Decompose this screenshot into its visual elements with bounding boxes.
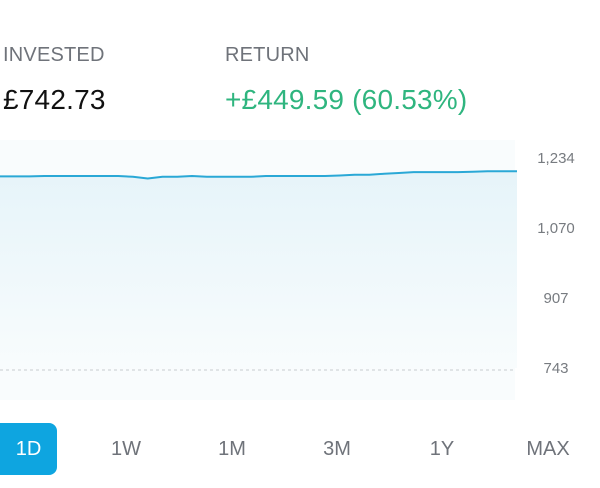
time-range-selector: 1D 1W 1M 3M 1Y MAX: [0, 423, 600, 475]
range-max-button[interactable]: MAX: [516, 423, 580, 475]
return-label: RETURN: [225, 44, 310, 66]
y-tick-label: 907: [543, 290, 568, 307]
portfolio-value-line: [0, 170, 517, 180]
range-1y-button[interactable]: 1Y: [412, 423, 472, 475]
invested-label: INVESTED: [3, 44, 105, 66]
invested-value: £742.73: [3, 84, 106, 115]
range-3m-button[interactable]: 3M: [307, 423, 367, 475]
range-1m-button[interactable]: 1M: [202, 423, 262, 475]
portfolio-chart[interactable]: 1,234 1,070 907 743: [0, 130, 600, 400]
portfolio-area: [0, 171, 517, 368]
y-tick-label: 743: [543, 360, 568, 377]
range-1d-button[interactable]: 1D: [0, 423, 57, 475]
range-1w-button[interactable]: 1W: [96, 423, 156, 475]
y-tick-label: 1,234: [537, 150, 575, 167]
return-value: +£449.59 (60.53%): [225, 84, 468, 115]
y-tick-label: 1,070: [537, 220, 575, 237]
